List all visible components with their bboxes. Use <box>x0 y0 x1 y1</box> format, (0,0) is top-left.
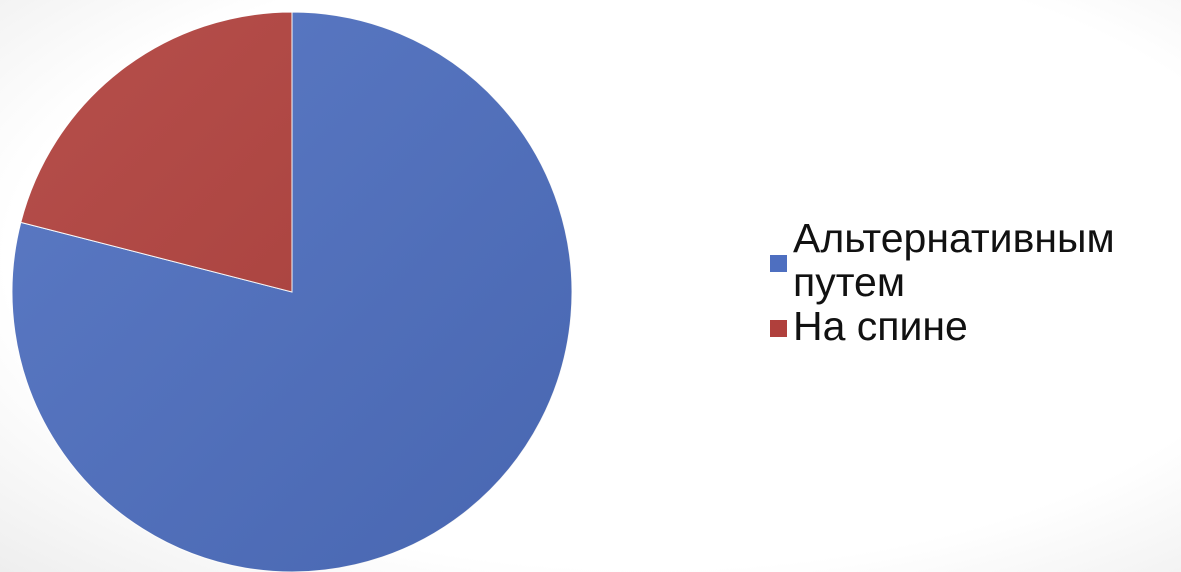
legend-label-alternative: Альтернативным путем <box>793 215 1115 305</box>
legend: Альтернативным путем На спине <box>770 216 1175 348</box>
pie-shading <box>12 12 572 572</box>
legend-label-back: На спине <box>793 303 968 349</box>
pie-slices <box>11 11 573 572</box>
legend-item-back: На спине <box>770 304 1175 348</box>
legend-item-alternative: Альтернативным путем <box>770 216 1175 304</box>
legend-swatch-back <box>770 320 787 337</box>
legend-swatch-alternative <box>770 255 787 272</box>
